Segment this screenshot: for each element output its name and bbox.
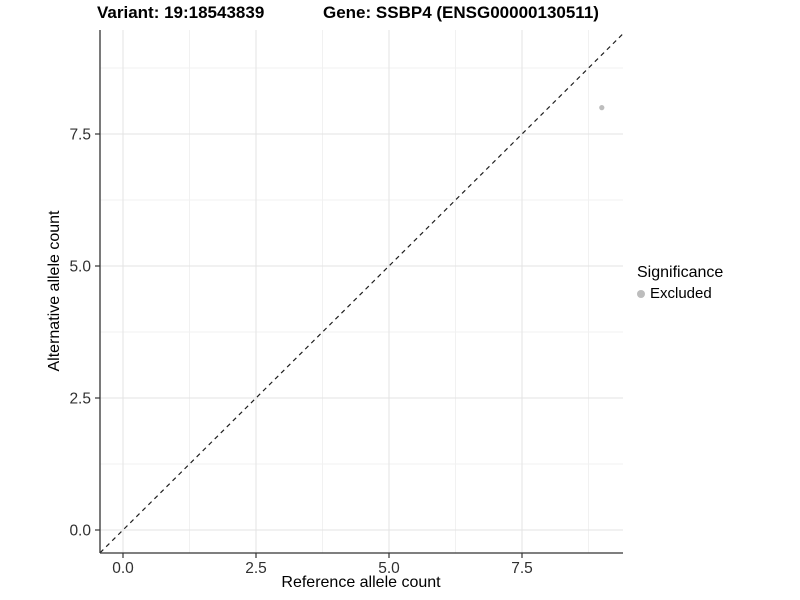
y-tick-label: 7.5 [69,127,91,144]
legend-point-icon [637,289,645,298]
legend-title: Significance [637,264,724,281]
x-tick-label: 7.5 [511,560,533,577]
x-axis-title: Reference allele count [281,574,441,591]
plot-title-variant: Variant: 19:18543839 [97,3,265,22]
y-tick-label: 5.0 [69,259,91,276]
x-tick-label: 2.5 [245,560,267,577]
identity-dashed-line [99,33,624,554]
x-tick-label: 0.0 [112,560,134,577]
legend: Significance Excluded [637,264,723,302]
data-point [599,105,605,111]
y-axis-title: Alternative allele count [46,210,63,372]
y-tick-label: 0.0 [69,523,91,540]
legend-item-excluded: Excluded [637,285,723,302]
legend-item-label: Excluded [650,285,712,302]
x-tick-label: 5.0 [378,560,400,577]
y-tick-label: 2.5 [69,391,91,408]
plot-title-gene: Gene: SSBP4 (ENSG00000130511) [323,3,599,22]
